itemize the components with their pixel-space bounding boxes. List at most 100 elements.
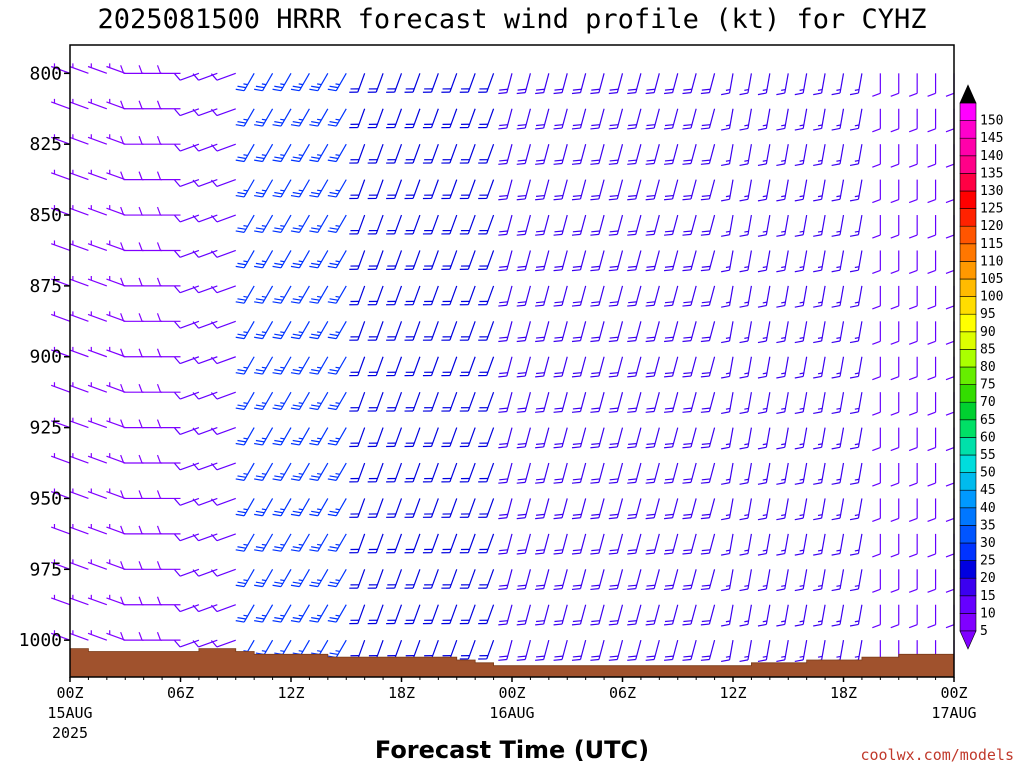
barb-flag — [424, 477, 433, 480]
barb-half-flag — [298, 472, 304, 475]
barb-staff — [179, 427, 200, 436]
barb-flag — [645, 446, 655, 449]
barb-flag — [701, 584, 711, 587]
colorbar-swatch — [959, 120, 977, 139]
barb-flag — [311, 581, 320, 585]
barb-half-flag — [109, 453, 111, 458]
barb-half-flag — [109, 275, 111, 281]
colorbar-swatch — [959, 208, 977, 227]
barb-flag — [386, 516, 395, 518]
barb-half-flag — [53, 382, 56, 387]
wind-barb — [872, 427, 881, 452]
barb-half-flag — [854, 195, 860, 198]
barb-flag — [368, 584, 378, 586]
wind-barb — [516, 108, 531, 130]
barb-half-flag — [725, 159, 731, 162]
wind-barb — [813, 498, 826, 521]
wind-barb — [210, 639, 236, 648]
wind-barb — [664, 640, 679, 661]
wind-barb — [235, 391, 255, 411]
wind-barb — [106, 594, 126, 606]
wind-barb — [272, 604, 292, 623]
barb-half-flag — [762, 407, 768, 410]
wind-barb — [849, 250, 863, 273]
wind-barb — [69, 382, 89, 393]
barb-flag — [292, 439, 302, 443]
barb-flag — [890, 447, 899, 452]
wind-barb — [422, 179, 439, 200]
barb-half-flag — [744, 407, 749, 410]
colorbar-swatch — [959, 366, 977, 385]
barb-flag — [499, 407, 508, 410]
barb-half-flag — [298, 508, 304, 511]
wind-barb — [386, 73, 403, 93]
barb-flag — [627, 410, 636, 413]
barb-flag — [460, 300, 470, 303]
barb-half-flag — [762, 372, 768, 375]
chart-title: 2025081500 HRRR forecast wind profile (k… — [97, 4, 926, 35]
barb-flag — [813, 198, 822, 202]
barb-flag — [460, 442, 470, 444]
barb-flag — [572, 584, 582, 587]
barb-flag — [460, 655, 470, 657]
barb-flag — [424, 442, 433, 444]
barb-flag — [813, 340, 822, 344]
barb-half-flag — [243, 118, 248, 121]
barb-half-flag — [280, 154, 285, 157]
barb-half-flag — [781, 478, 786, 481]
wind-barb — [890, 498, 900, 523]
wind-barb — [459, 356, 476, 377]
barb-flag — [757, 127, 767, 131]
barb-flag — [794, 623, 804, 627]
barb-flag — [553, 481, 563, 484]
wind-barb — [721, 569, 734, 592]
barb-flag — [272, 513, 282, 517]
colorbar-swatch — [959, 278, 977, 297]
barb-flag — [309, 442, 318, 446]
barb-half-flag — [854, 372, 860, 375]
barb-flag — [350, 229, 360, 232]
barb-flag — [628, 301, 637, 304]
barb-half-flag — [317, 402, 322, 405]
wind-barb — [664, 73, 679, 95]
barb-half-flag — [298, 579, 304, 582]
barb-flag — [776, 623, 785, 627]
barb-half-flag — [854, 620, 860, 623]
barb-staff — [198, 108, 218, 117]
barb-flag — [646, 230, 656, 233]
barb-flag — [645, 410, 655, 413]
wind-barb — [608, 356, 624, 378]
barb-half-flag — [744, 195, 749, 198]
colorbar-label: 110 — [980, 254, 1003, 269]
barb-flag — [721, 446, 730, 450]
barb-flag — [664, 92, 673, 95]
barb-flag — [590, 127, 599, 130]
wind-barb — [645, 179, 660, 201]
barb-half-flag — [243, 225, 248, 227]
barb-flag — [646, 265, 656, 268]
barb-flag — [721, 92, 730, 96]
wind-barb — [645, 250, 660, 272]
wind-barb — [254, 73, 274, 92]
barb-flag — [311, 85, 320, 89]
wind-barb — [776, 356, 789, 379]
wind-barb — [571, 144, 587, 165]
wind-barb — [272, 427, 292, 446]
wind-barb — [776, 640, 789, 663]
barb-half-flag — [90, 275, 92, 281]
barb-flag — [350, 655, 360, 657]
barb-flag — [536, 159, 545, 162]
barb-flag — [849, 552, 859, 556]
barb-flag — [237, 191, 247, 195]
barb-flag — [498, 481, 507, 484]
barb-flag — [138, 525, 143, 535]
barb-flag — [627, 481, 636, 484]
barb-flag — [721, 623, 730, 627]
barb-flag — [441, 233, 450, 235]
wind-barb — [553, 108, 568, 130]
barb-flag — [387, 619, 396, 621]
barb-flag — [609, 655, 619, 658]
barb-flag — [367, 516, 377, 518]
wind-barb — [535, 604, 550, 626]
wind-barb — [516, 427, 531, 449]
